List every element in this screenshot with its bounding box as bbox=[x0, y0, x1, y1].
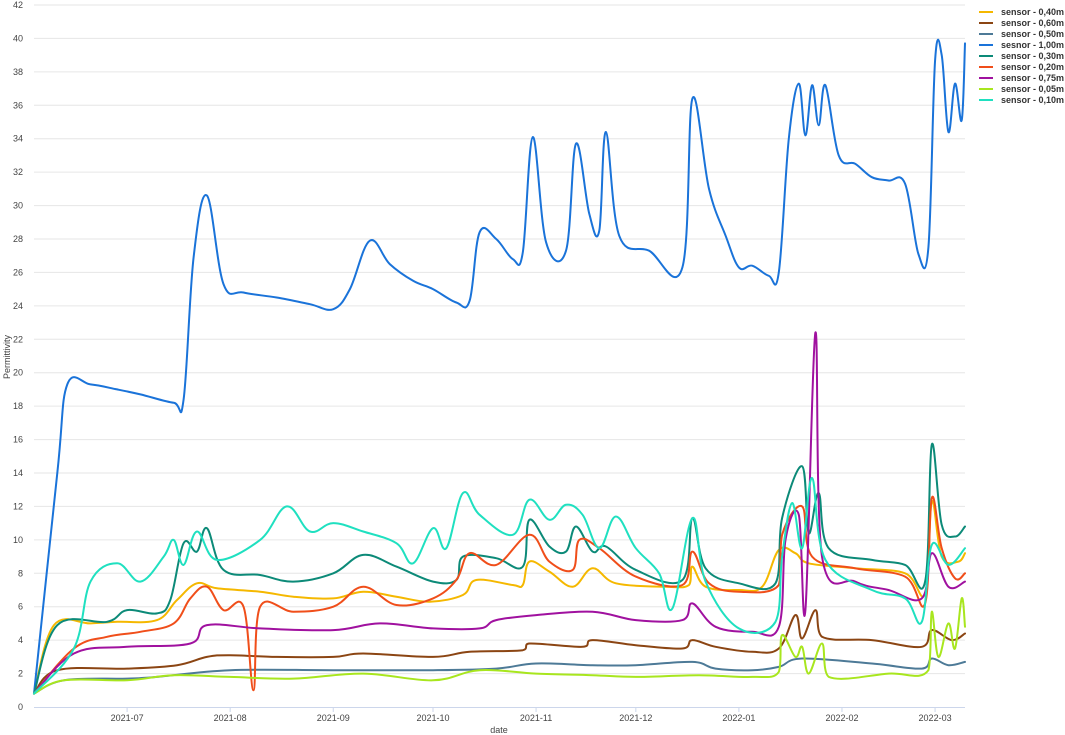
y-tick-label: 8 bbox=[18, 568, 23, 578]
y-tick-label: 0 bbox=[18, 702, 23, 712]
legend-item[interactable]: sesnor - 1,00m bbox=[979, 40, 1064, 50]
legend-item[interactable]: sensor - 0,10m bbox=[979, 95, 1064, 105]
legend-item[interactable]: sensor - 0,60m bbox=[979, 18, 1064, 28]
legend-label: sensor - 0,50m bbox=[1001, 29, 1064, 39]
series-line bbox=[33, 38, 966, 695]
series-line bbox=[33, 597, 966, 695]
legend-item[interactable]: sensor - 0,40m bbox=[979, 7, 1064, 17]
x-tick-label: 2021-11 bbox=[520, 713, 552, 723]
y-tick-label: 18 bbox=[13, 401, 23, 411]
y-tick-label: 12 bbox=[13, 501, 23, 511]
x-tick-label: 2022-02 bbox=[825, 713, 858, 723]
y-tick-label: 24 bbox=[13, 301, 23, 311]
y-tick-label: 6 bbox=[18, 602, 23, 612]
y-tick-label: 36 bbox=[13, 100, 23, 110]
series-line bbox=[33, 331, 966, 695]
y-tick-label: 4 bbox=[18, 635, 23, 645]
series-line bbox=[33, 609, 966, 695]
legend-label: sesnor - 1,00m bbox=[1001, 40, 1064, 50]
y-tick-label: 30 bbox=[13, 201, 23, 211]
y-tick-label: 26 bbox=[13, 267, 23, 277]
y-tick-label: 20 bbox=[13, 368, 23, 378]
x-tick-label: 2021-12 bbox=[619, 713, 652, 723]
legend-label: sensor - 0,10m bbox=[1001, 95, 1064, 105]
legend-item[interactable]: sensor - 0,50m bbox=[979, 29, 1064, 39]
series-lines bbox=[33, 38, 966, 695]
x-tick-label: 2021-10 bbox=[416, 713, 449, 723]
legend-label: sensor - 0,60m bbox=[1001, 18, 1064, 28]
x-tick-label: 2021-07 bbox=[111, 713, 144, 723]
y-tick-label: 38 bbox=[13, 67, 23, 77]
x-tick-label: 2021-09 bbox=[317, 713, 350, 723]
legend-item[interactable]: sensor - 0,20m bbox=[979, 62, 1064, 72]
legend-label: sensor - 0,75m bbox=[1001, 73, 1064, 83]
y-tick-label: 14 bbox=[13, 468, 23, 478]
y-tick-label: 34 bbox=[13, 134, 23, 144]
legend-item[interactable]: sensor - 0,75m bbox=[979, 73, 1064, 83]
y-tick-label: 32 bbox=[13, 167, 23, 177]
x-axis-title: date bbox=[490, 725, 508, 735]
y-tick-label: 16 bbox=[13, 435, 23, 445]
y-tick-label: 2 bbox=[18, 669, 23, 679]
y-tick-label: 42 bbox=[13, 0, 23, 10]
series-line bbox=[33, 442, 966, 695]
series-line bbox=[33, 476, 966, 695]
legend-label: sensor - 0,20m bbox=[1001, 62, 1064, 72]
x-tick-label: 2022-01 bbox=[722, 713, 755, 723]
legend-label: sensor - 0,30m bbox=[1001, 51, 1064, 61]
legend-item[interactable]: sensor - 0,30m bbox=[979, 51, 1064, 61]
y-tick-label: 40 bbox=[13, 33, 23, 43]
legend-label: sensor - 0,05m bbox=[1001, 84, 1064, 94]
x-tick-label: 2021-08 bbox=[214, 713, 247, 723]
y-axis-title: Permittivity bbox=[2, 335, 12, 380]
series-line bbox=[33, 495, 966, 695]
x-tick-label: 2022-03 bbox=[919, 713, 952, 723]
y-tick-label: 22 bbox=[13, 334, 23, 344]
legend-item[interactable]: sensor - 0,05m bbox=[979, 84, 1064, 94]
legend-label: sensor - 0,40m bbox=[1001, 7, 1064, 17]
y-tick-label: 10 bbox=[13, 535, 23, 545]
x-axis-ticks: 2021-07 2021-08 2021-09 2021-10 2021-11 2021-… bbox=[111, 707, 952, 723]
y-tick-label: 28 bbox=[13, 234, 23, 244]
